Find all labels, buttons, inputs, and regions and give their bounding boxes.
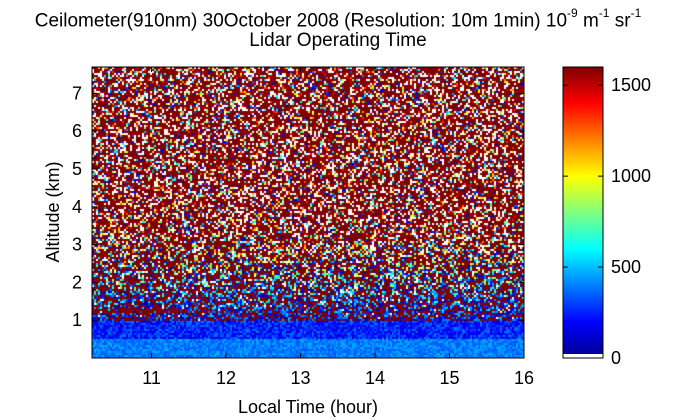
- x-tick-label: 16: [514, 368, 534, 388]
- colorbar-min-band: [563, 354, 603, 358]
- x-tick-label: 15: [440, 368, 460, 388]
- colorbar-tick-label: 1000: [611, 166, 651, 186]
- chart-title: Ceilometer(910nm) 30October 2008 (Resolu…: [0, 4, 688, 32]
- chart-subtitle: Lidar Operating Time: [249, 30, 427, 51]
- colorbar-tick-label: 0: [611, 348, 621, 368]
- plot-frame: [91, 66, 525, 359]
- y-tick-label: 5: [72, 159, 82, 179]
- colorbar-frame: [562, 66, 604, 359]
- title-exponent-2: -1: [598, 6, 610, 20]
- colorbar: [563, 67, 603, 358]
- x-tick-label: 13: [291, 368, 311, 388]
- y-tick-label: 2: [72, 272, 82, 292]
- y-tick-label: 6: [72, 121, 82, 141]
- colorbar-tick-label: 1500: [611, 75, 651, 95]
- heatmap-image: [92, 67, 524, 358]
- title-exponent-3: -1: [630, 6, 642, 20]
- y-tick-label: 4: [72, 197, 82, 217]
- y-axis-label: Altitude (km): [43, 161, 63, 262]
- x-tick-label: 12: [216, 368, 236, 388]
- y-tick-label: 3: [72, 235, 82, 255]
- colorbar-axis: 0 500 1000 1500: [563, 75, 651, 368]
- x-axis: 11 12 13 14 15 16: [142, 67, 534, 388]
- x-axis-label: Local Time (hour): [238, 397, 378, 417]
- x-tick-label: 14: [365, 368, 385, 388]
- title-main: Ceilometer(910nm) 30October 2008 (Resolu…: [34, 10, 568, 32]
- title-exponent-1: -9: [567, 6, 578, 20]
- y-tick-label: 7: [72, 83, 82, 103]
- colorbar-tick-label: 500: [611, 257, 641, 277]
- y-axis: 1 2 3 4 5 6 7: [72, 83, 524, 330]
- x-tick-label: 11: [142, 368, 161, 388]
- heatmap-cells: [92, 67, 524, 358]
- y-tick-label: 1: [72, 310, 82, 330]
- title-unit-sr: sr: [609, 10, 631, 32]
- title-unit-m: m: [577, 10, 599, 32]
